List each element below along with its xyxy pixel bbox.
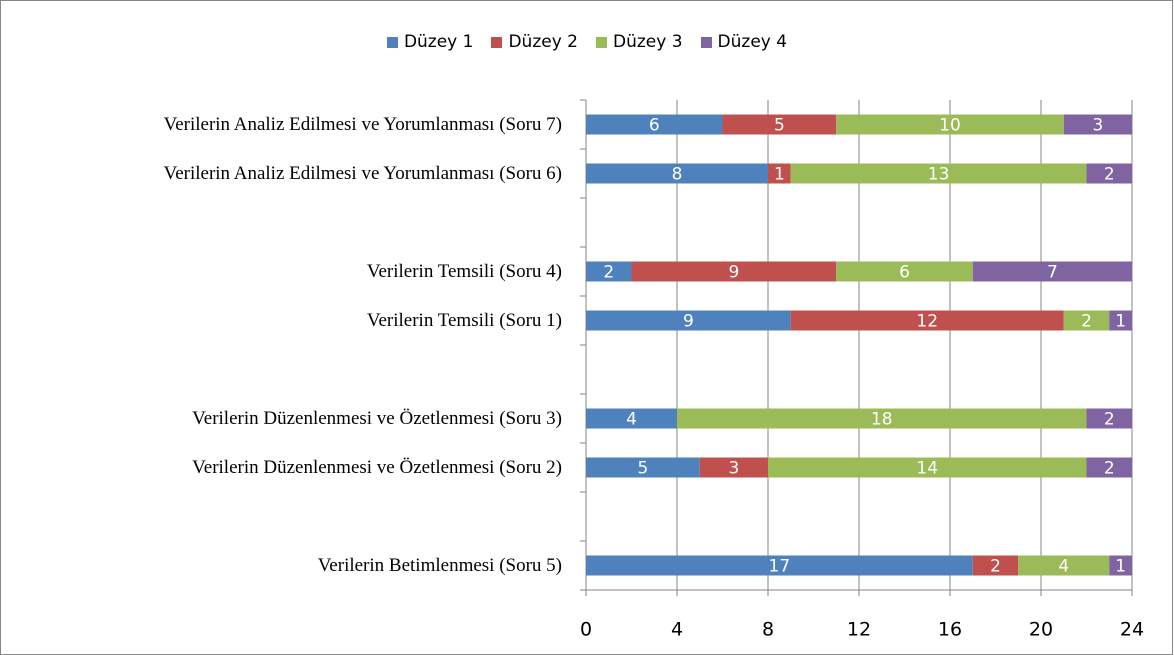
legend-swatch [386, 36, 398, 48]
legend-item: Düzey 3 [596, 32, 683, 52]
data-label: 2 [990, 557, 1001, 577]
legend-item: Düzey 1 [386, 32, 474, 52]
legend-item: Düzey 2 [491, 32, 578, 52]
bar-segment [699, 457, 768, 478]
data-label: 7 [1047, 263, 1058, 283]
data-label: 9 [683, 312, 694, 332]
data-label: 1 [1115, 557, 1126, 577]
x-tick-label: 0 [580, 619, 592, 641]
bar-segment [1109, 555, 1132, 576]
data-label: 8 [672, 165, 683, 185]
bar-segment [1063, 310, 1110, 331]
data-label: 4 [626, 410, 637, 430]
legend-swatch [700, 36, 712, 48]
data-label: 6 [899, 263, 910, 283]
y-tick-label: Verilerin Düzenlenmesi ve Özetlenmesi (S… [192, 456, 562, 478]
bar-segment [1018, 555, 1110, 576]
bar-segment [722, 114, 837, 135]
bar-segment [631, 261, 837, 282]
legend-swatch [491, 36, 503, 48]
bar-segment [586, 310, 791, 331]
legend-label: Düzey 3 [613, 32, 683, 52]
y-tick-label: Verilerin Düzenlenmesi ve Özetlenmesi (S… [192, 407, 562, 429]
data-label: 12 [916, 312, 938, 332]
x-tick-label: 24 [1120, 619, 1144, 641]
legend-label: Düzey 1 [403, 32, 474, 52]
data-label: 2 [1104, 459, 1115, 479]
y-tick-label: Verilerin Temsili (Soru 4) [366, 260, 562, 282]
data-label: 1 [774, 165, 785, 185]
data-label: 10 [939, 116, 961, 136]
data-label: 13 [928, 165, 950, 185]
data-label: 18 [871, 410, 893, 430]
data-label: 5 [637, 459, 648, 479]
data-label: 2 [1104, 410, 1115, 430]
bar-segment [1086, 457, 1132, 478]
x-tick-label: 16 [938, 619, 962, 641]
data-label: 17 [769, 557, 791, 577]
y-tick-label: Verilerin Analiz Edilmesi ve Yorumlanmas… [163, 162, 562, 184]
y-tick-label: Verilerin Betimlenmesi (Soru 5) [317, 554, 562, 576]
bar-segment [768, 163, 791, 184]
bar-segment [1086, 408, 1132, 429]
legend-label: Düzey 2 [508, 32, 578, 52]
data-label: 4 [1058, 557, 1069, 577]
bar-segment [586, 408, 677, 429]
bar-segment [677, 408, 1087, 429]
bar-segment [790, 163, 1087, 184]
data-label: 2 [1081, 312, 1092, 332]
data-label: 3 [728, 459, 739, 479]
bar-segment [972, 555, 1019, 576]
data-label: 2 [1104, 165, 1115, 185]
bar-segment [836, 114, 1064, 135]
bar-segment [586, 261, 632, 282]
bar-segment [586, 163, 768, 184]
data-label: 1 [1115, 312, 1126, 332]
x-tick-label: 12 [847, 619, 871, 641]
data-label: 14 [916, 459, 938, 479]
bar-segment [768, 457, 1087, 478]
legend-swatch [596, 36, 607, 48]
data-label: 6 [649, 116, 660, 136]
bar-segment [972, 261, 1132, 282]
bar-segment [586, 457, 700, 478]
bar-segment [1063, 114, 1132, 135]
bar-segment [790, 310, 1064, 331]
y-tick-label: Verilerin Temsili (Soru 1) [366, 309, 562, 331]
bar-segment [1086, 163, 1132, 184]
bar-segment [586, 114, 723, 135]
data-label: 3 [1092, 116, 1103, 136]
bar-segment [836, 261, 973, 282]
x-tick-label: 20 [1029, 619, 1053, 641]
legend-item: Düzey 4 [700, 32, 788, 52]
y-tick-label: Verilerin Analiz Edilmesi ve Yorumlanmas… [163, 113, 562, 135]
bar-segment [1109, 310, 1132, 331]
bar-segment [586, 555, 973, 576]
x-tick-label: 8 [762, 619, 774, 641]
legend-label: Düzey 4 [717, 32, 788, 52]
data-label: 2 [603, 263, 614, 283]
x-tick-label: 4 [671, 619, 683, 641]
data-label: 9 [728, 263, 739, 283]
legend: Düzey 1 Düzey 2 Düzey 3 Düzey 4 [0, 32, 1174, 52]
data-label: 5 [774, 116, 785, 136]
